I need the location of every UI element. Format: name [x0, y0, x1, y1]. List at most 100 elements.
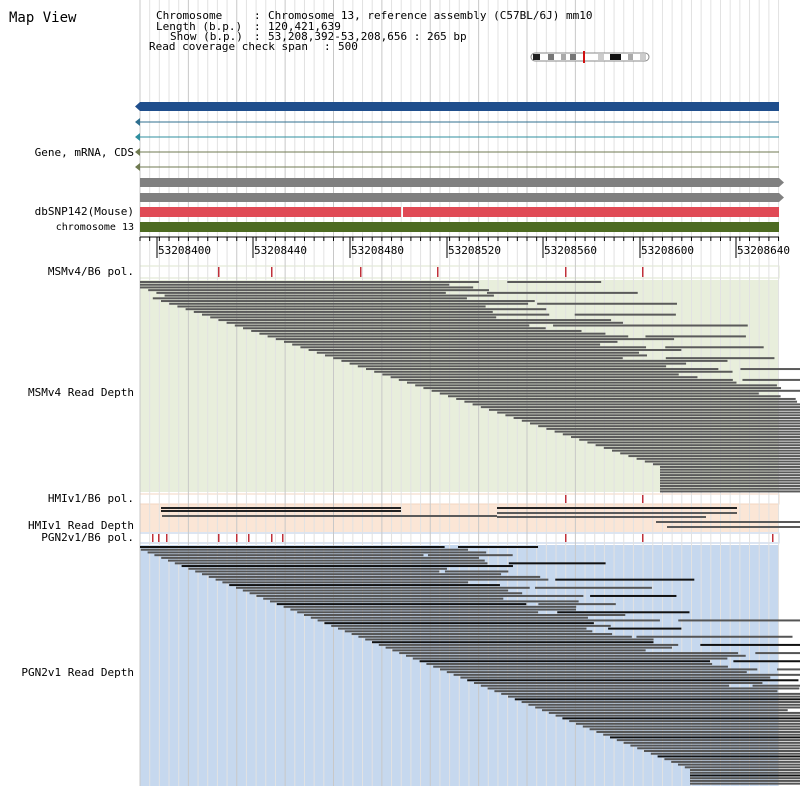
- read-alignment[interactable]: [344, 630, 593, 633]
- read-alignment[interactable]: [161, 510, 401, 512]
- read-alignment[interactable]: [501, 692, 800, 695]
- read-alignment[interactable]: [325, 354, 648, 357]
- read-alignment[interactable]: [140, 283, 450, 286]
- read-alignment[interactable]: [365, 638, 654, 641]
- read-alignment[interactable]: [427, 554, 513, 557]
- gene-bar-main[interactable]: [140, 102, 779, 111]
- read-alignment[interactable]: [259, 332, 606, 335]
- read-alignment[interactable]: [665, 357, 775, 360]
- read-alignment[interactable]: [579, 438, 800, 441]
- read-alignment[interactable]: [448, 395, 781, 398]
- read-alignment[interactable]: [740, 368, 800, 371]
- read-alignment[interactable]: [412, 657, 728, 660]
- read-alignment[interactable]: [538, 603, 616, 606]
- read-alignment[interactable]: [555, 578, 695, 581]
- gene-gray-bar[interactable]: [140, 178, 779, 187]
- read-alignment[interactable]: [263, 597, 504, 600]
- read-alignment[interactable]: [542, 709, 788, 712]
- read-alignment[interactable]: [300, 346, 647, 349]
- read-alignment[interactable]: [456, 397, 796, 400]
- read-alignment[interactable]: [667, 526, 800, 528]
- snp-marker[interactable]: [772, 534, 774, 542]
- read-alignment[interactable]: [270, 600, 579, 603]
- snp-marker[interactable]: [218, 267, 220, 277]
- read-alignment[interactable]: [678, 763, 800, 766]
- read-alignment[interactable]: [202, 313, 550, 316]
- read-alignment[interactable]: [514, 698, 800, 701]
- read-alignment[interactable]: [690, 779, 800, 782]
- read-alignment[interactable]: [645, 335, 746, 338]
- read-alignment[interactable]: [154, 554, 424, 557]
- read-alignment[interactable]: [188, 567, 447, 570]
- read-alignment[interactable]: [390, 376, 698, 379]
- read-alignment[interactable]: [630, 744, 800, 747]
- read-alignment[interactable]: [382, 373, 679, 376]
- read-alignment[interactable]: [164, 294, 494, 297]
- read-alignment[interactable]: [582, 725, 800, 728]
- read-alignment[interactable]: [497, 516, 706, 518]
- read-alignment[interactable]: [467, 679, 799, 682]
- read-alignment[interactable]: [290, 608, 577, 611]
- read-alignment[interactable]: [656, 521, 800, 523]
- read-alignment[interactable]: [234, 324, 530, 327]
- read-alignment[interactable]: [226, 321, 623, 324]
- read-alignment[interactable]: [603, 733, 800, 736]
- read-alignment[interactable]: [147, 551, 487, 554]
- snp-marker[interactable]: [360, 267, 362, 277]
- read-alignment[interactable]: [256, 594, 584, 597]
- snp-marker[interactable]: [166, 534, 168, 542]
- read-alignment[interactable]: [548, 711, 800, 714]
- snp-marker[interactable]: [152, 534, 154, 542]
- read-alignment[interactable]: [596, 730, 800, 733]
- read-alignment[interactable]: [521, 419, 800, 422]
- read-alignment[interactable]: [554, 430, 800, 433]
- read-alignment[interactable]: [644, 750, 800, 752]
- read-alignment[interactable]: [392, 649, 646, 652]
- read-alignment[interactable]: [733, 660, 800, 663]
- read-alignment[interactable]: [140, 548, 469, 551]
- read-alignment[interactable]: [752, 684, 800, 687]
- read-alignment[interactable]: [507, 281, 602, 283]
- dbsnp-bar[interactable]: [403, 207, 779, 217]
- read-alignment[interactable]: [562, 717, 800, 720]
- read-alignment[interactable]: [229, 584, 500, 587]
- read-alignment[interactable]: [446, 671, 747, 674]
- read-alignment[interactable]: [372, 641, 654, 644]
- read-alignment[interactable]: [546, 427, 800, 430]
- read-alignment[interactable]: [297, 611, 539, 614]
- read-alignment[interactable]: [660, 476, 800, 479]
- read-alignment[interactable]: [777, 668, 800, 671]
- read-alignment[interactable]: [576, 722, 800, 725]
- read-alignment[interactable]: [162, 515, 497, 517]
- read-alignment[interactable]: [505, 414, 800, 417]
- snp-marker[interactable]: [565, 534, 567, 542]
- read-alignment[interactable]: [423, 387, 782, 390]
- read-alignment[interactable]: [590, 594, 677, 597]
- read-alignment[interactable]: [338, 627, 587, 630]
- read-alignment[interactable]: [161, 300, 535, 303]
- snp-marker[interactable]: [218, 534, 220, 542]
- read-alignment[interactable]: [653, 463, 800, 466]
- gene-gray-bar[interactable]: [140, 193, 779, 202]
- read-alignment[interactable]: [628, 455, 800, 458]
- read-alignment[interactable]: [528, 703, 800, 706]
- read-alignment[interactable]: [156, 291, 446, 294]
- read-alignment[interactable]: [574, 313, 676, 316]
- read-alignment[interactable]: [660, 485, 800, 487]
- read-alignment[interactable]: [316, 351, 640, 354]
- read-alignment[interactable]: [660, 468, 800, 471]
- read-alignment[interactable]: [341, 359, 728, 362]
- read-alignment[interactable]: [595, 444, 800, 447]
- read-alignment[interactable]: [557, 611, 690, 614]
- read-alignment[interactable]: [497, 411, 800, 414]
- read-alignment[interactable]: [399, 652, 739, 655]
- read-alignment[interactable]: [333, 357, 623, 360]
- read-alignment[interactable]: [351, 633, 613, 636]
- read-alignment[interactable]: [385, 646, 672, 649]
- read-alignment[interactable]: [210, 316, 497, 319]
- read-alignment[interactable]: [415, 384, 777, 387]
- read-alignment[interactable]: [161, 556, 479, 559]
- read-alignment[interactable]: [464, 400, 798, 403]
- read-alignment[interactable]: [660, 465, 800, 468]
